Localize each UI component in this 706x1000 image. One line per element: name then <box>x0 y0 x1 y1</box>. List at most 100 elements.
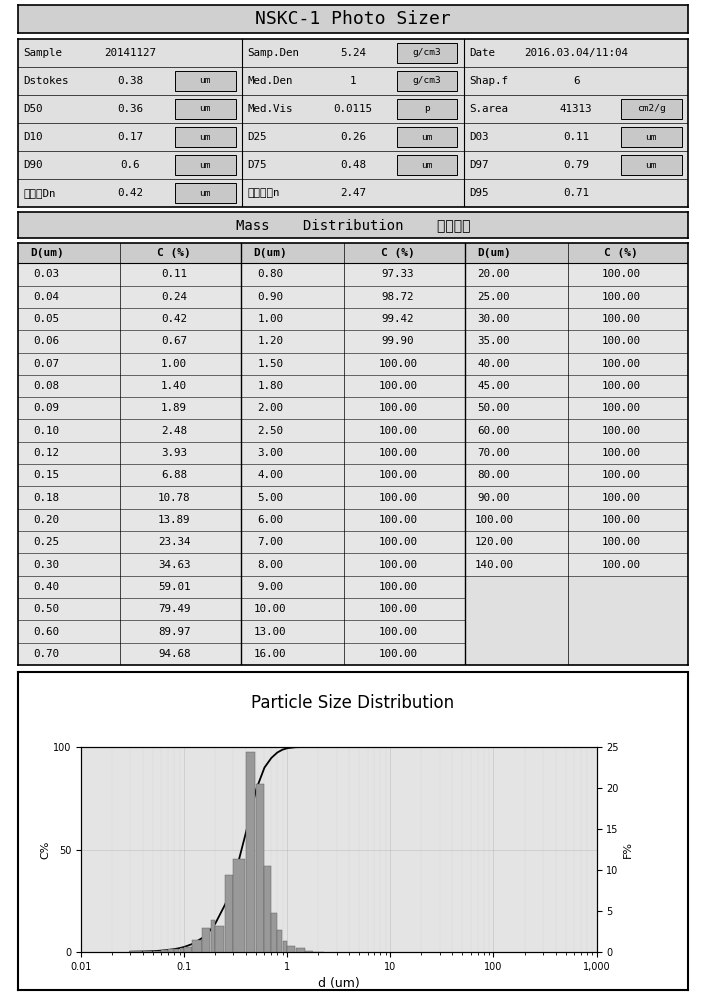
Text: um: um <box>645 132 657 141</box>
Bar <box>162 950 167 952</box>
Text: 89.97: 89.97 <box>158 627 191 637</box>
Bar <box>18 598 241 620</box>
Text: p: p <box>424 104 430 113</box>
Bar <box>621 127 681 147</box>
Text: 100.00: 100.00 <box>378 493 417 503</box>
Text: 0.09: 0.09 <box>34 403 60 413</box>
Text: 100.00: 100.00 <box>602 515 641 525</box>
Text: NSKC-1 Photo Sizer: NSKC-1 Photo Sizer <box>255 10 451 28</box>
Text: 79.49: 79.49 <box>158 604 191 614</box>
Text: 4.00: 4.00 <box>257 470 283 480</box>
Text: 8.00: 8.00 <box>257 560 283 570</box>
Text: 0.05: 0.05 <box>34 314 60 324</box>
X-axis label: d (um): d (um) <box>318 977 360 990</box>
Bar <box>225 875 233 952</box>
Bar <box>465 397 688 419</box>
Text: 23.34: 23.34 <box>158 537 191 547</box>
Text: 0.60: 0.60 <box>34 627 60 637</box>
Y-axis label: F%: F% <box>623 841 633 858</box>
Bar <box>175 71 236 91</box>
Bar <box>241 464 465 486</box>
Bar <box>18 442 241 464</box>
Text: 0.42: 0.42 <box>117 188 143 198</box>
Bar <box>193 940 201 952</box>
Bar <box>153 951 161 952</box>
Text: 100.00: 100.00 <box>602 381 641 391</box>
Text: um: um <box>200 188 211 198</box>
Text: 1.50: 1.50 <box>257 359 283 369</box>
Text: S.area: S.area <box>469 104 508 114</box>
Text: 97.33: 97.33 <box>381 269 414 279</box>
Text: 2016.03.04/11:04: 2016.03.04/11:04 <box>524 48 628 58</box>
Bar <box>18 620 241 643</box>
Text: 100.00: 100.00 <box>378 448 417 458</box>
Text: D75: D75 <box>248 160 267 170</box>
Text: D50: D50 <box>23 104 42 114</box>
Y-axis label: C%: C% <box>40 840 50 859</box>
Bar <box>18 509 241 531</box>
Bar <box>397 43 457 63</box>
Text: um: um <box>200 132 211 141</box>
Text: Mass    Distribution    质量分布: Mass Distribution 质量分布 <box>236 218 470 232</box>
Text: 45.00: 45.00 <box>477 381 510 391</box>
Text: 100.00: 100.00 <box>474 515 513 525</box>
Text: C (%): C (%) <box>157 248 191 258</box>
Text: 100.00: 100.00 <box>602 403 641 413</box>
Bar <box>465 531 688 553</box>
Text: D90: D90 <box>23 160 42 170</box>
Bar <box>271 913 277 952</box>
Text: 0.30: 0.30 <box>34 560 60 570</box>
Text: 0.06: 0.06 <box>34 336 60 346</box>
Text: 0.26: 0.26 <box>340 132 366 142</box>
Text: 6: 6 <box>573 76 579 86</box>
Text: C (%): C (%) <box>381 248 414 258</box>
Text: 100.00: 100.00 <box>602 493 641 503</box>
Text: 0.20: 0.20 <box>34 515 60 525</box>
Text: 6.88: 6.88 <box>161 470 187 480</box>
Text: 6.00: 6.00 <box>257 515 283 525</box>
Text: 10.78: 10.78 <box>158 493 191 503</box>
Text: D97: D97 <box>469 160 489 170</box>
Bar <box>168 949 174 952</box>
Text: 94.68: 94.68 <box>158 649 191 659</box>
Text: 0.79: 0.79 <box>563 160 589 170</box>
Text: 0.0115: 0.0115 <box>333 104 373 114</box>
Text: um: um <box>200 76 211 85</box>
Text: 1.00: 1.00 <box>257 314 283 324</box>
Bar <box>18 353 241 375</box>
Text: 0.15: 0.15 <box>34 470 60 480</box>
Text: 100.00: 100.00 <box>602 292 641 302</box>
Text: 100.00: 100.00 <box>378 582 417 592</box>
Text: 0.36: 0.36 <box>117 104 143 114</box>
Bar <box>621 155 681 175</box>
Text: 20.00: 20.00 <box>477 269 510 279</box>
Text: Shap.f: Shap.f <box>469 76 508 86</box>
Bar <box>18 576 241 598</box>
Text: 60.00: 60.00 <box>477 426 510 436</box>
Text: cm2/g: cm2/g <box>637 104 666 113</box>
Bar <box>465 464 688 486</box>
Bar <box>175 127 236 147</box>
Text: 3.00: 3.00 <box>257 448 283 458</box>
Bar <box>241 397 465 419</box>
Bar <box>465 330 688 353</box>
Bar <box>465 243 688 263</box>
Bar <box>241 243 465 263</box>
Text: 70.00: 70.00 <box>477 448 510 458</box>
Text: 0.07: 0.07 <box>34 359 60 369</box>
Bar <box>246 752 256 952</box>
Bar <box>277 930 282 952</box>
Text: 0.6: 0.6 <box>120 160 140 170</box>
Text: 0.18: 0.18 <box>34 493 60 503</box>
Text: 140.00: 140.00 <box>474 560 513 570</box>
Bar <box>234 859 245 952</box>
Text: D(um): D(um) <box>30 248 64 258</box>
Bar <box>175 155 236 175</box>
Text: 特征径Dn: 特征径Dn <box>23 188 56 198</box>
Text: 均匀指数n: 均匀指数n <box>248 188 280 198</box>
Text: 90.00: 90.00 <box>477 493 510 503</box>
Text: 100.00: 100.00 <box>378 403 417 413</box>
Text: 100.00: 100.00 <box>602 269 641 279</box>
Bar <box>465 353 688 375</box>
Bar <box>241 375 465 397</box>
